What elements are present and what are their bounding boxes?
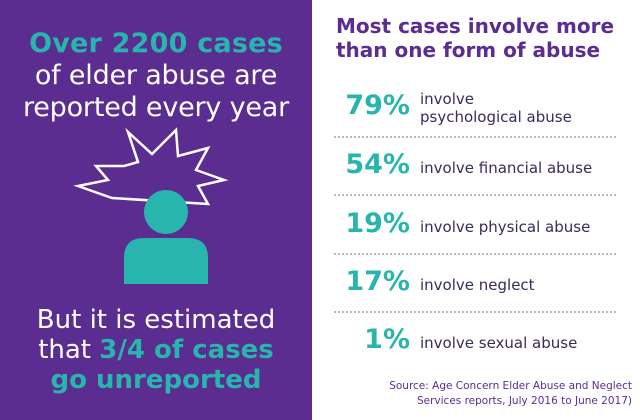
- headline-line-1: Over 2200 cases: [29, 28, 283, 59]
- row-divider: [334, 253, 616, 255]
- left-panel: Over 2200 cases of elder abuse are repor…: [0, 0, 312, 420]
- bottom-line-2-highlight: 3/4 of cases: [99, 335, 274, 365]
- headline-line-3: reported every year: [22, 92, 290, 123]
- starburst-shape: [73, 127, 229, 206]
- headline-line-2: of elder abuse are: [34, 60, 278, 91]
- stat-row: 1% involve sexual abuse: [330, 320, 622, 378]
- bottom-line-1: But it is estimated: [36, 305, 276, 335]
- stat-description-line: involve: [420, 90, 475, 108]
- stat-percent: 17%: [345, 266, 410, 297]
- bottom-statement: But it is estimated that 3/4 of cases go…: [0, 305, 312, 395]
- person-head: [144, 190, 188, 234]
- stat-description-line: involve sexual abuse: [420, 334, 578, 352]
- row-divider: [334, 136, 616, 138]
- bottom-line-3: go unreported: [50, 365, 262, 395]
- distressed-person-icon: [73, 127, 229, 284]
- stat-description-line: psychological abuse: [420, 108, 572, 126]
- source-note: Source: Age Concern Elder Abuse and Negl…: [360, 379, 632, 409]
- stat-description: involve neglect: [420, 276, 535, 294]
- chart-title: Most cases involve more than one form of…: [336, 14, 615, 62]
- stat-row: 79% involve psychological abuse: [330, 86, 622, 144]
- headline: Over 2200 cases of elder abuse are repor…: [0, 28, 312, 124]
- person-body: [124, 238, 208, 284]
- stat-description-line: involve financial abuse: [420, 159, 593, 177]
- stat-description-line: involve neglect: [420, 276, 535, 294]
- stat-percent: 19%: [345, 208, 410, 239]
- stat-percent: 1%: [364, 324, 410, 355]
- bottom-line-2-prefix: that: [38, 335, 100, 365]
- stat-description: involve physical abuse: [420, 218, 590, 236]
- row-divider: [334, 311, 616, 313]
- stat-row: 17% involve neglect: [330, 262, 622, 320]
- stat-description-line: involve physical abuse: [420, 218, 591, 236]
- stat-percent: 54%: [345, 149, 410, 180]
- stat-percent: 79%: [345, 90, 410, 121]
- stat-row: 19% involve physical abuse: [330, 204, 622, 262]
- stat-row: 54% involve financial abuse: [330, 145, 622, 203]
- stat-description: involve psychological abuse: [420, 90, 572, 126]
- source-line-2: Services reports, July 2016 to June 2017…: [416, 395, 632, 407]
- stat-description: involve sexual abuse: [420, 334, 577, 352]
- stat-description: involve financial abuse: [420, 159, 592, 177]
- row-divider: [334, 194, 616, 196]
- source-line-1: Source: Age Concern Elder Abuse and Negl…: [389, 380, 632, 392]
